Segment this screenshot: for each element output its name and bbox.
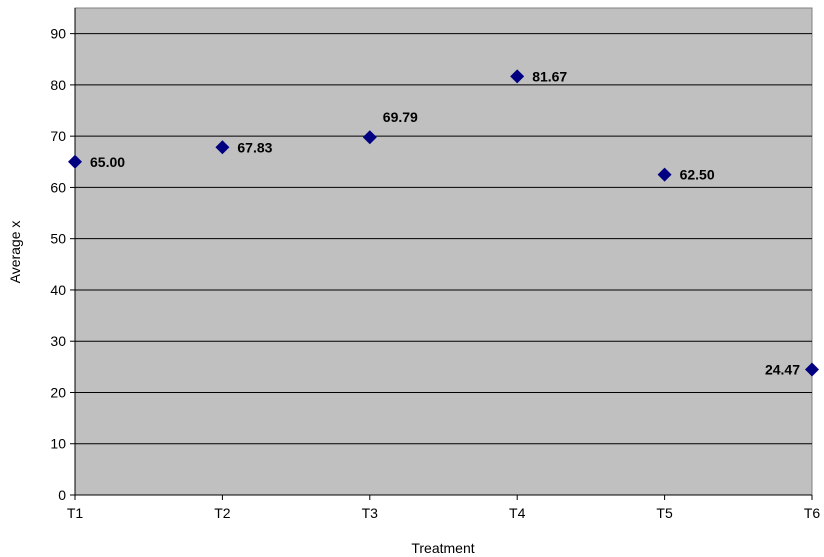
data-points bbox=[68, 69, 819, 377]
y-tick-label-80: 80 bbox=[50, 77, 66, 93]
x-tick-label-T3: T3 bbox=[362, 505, 379, 521]
x-tick-label-T5: T5 bbox=[656, 505, 673, 521]
y-tick-label-10: 10 bbox=[50, 436, 66, 452]
x-axis-ticks: T1 T2 T3 T4 T5 T6 bbox=[67, 495, 821, 521]
x-tick-label-T1: T1 bbox=[67, 505, 84, 521]
x-tick-label-T6: T6 bbox=[804, 505, 821, 521]
data-point-T4 bbox=[510, 69, 525, 84]
data-label-T6: 24.47 bbox=[765, 362, 800, 378]
y-tick-label-60: 60 bbox=[50, 179, 66, 195]
y-tick-label-40: 40 bbox=[50, 282, 66, 298]
y-tick-label-30: 30 bbox=[50, 333, 66, 349]
plot-area bbox=[74, 7, 813, 496]
y-tick-label-50: 50 bbox=[50, 231, 66, 247]
data-point-T5 bbox=[657, 167, 672, 182]
data-point-T2 bbox=[215, 140, 230, 155]
axes bbox=[74, 8, 812, 496]
data-point-T3 bbox=[362, 130, 377, 145]
gridlines bbox=[75, 33, 812, 445]
data-label-T1: 65.00 bbox=[90, 154, 125, 170]
data-point-T1 bbox=[68, 154, 82, 169]
data-labels: 65.00 67.83 69.79 81.67 62.50 24.47 bbox=[90, 68, 800, 377]
y-tick-label-20: 20 bbox=[50, 384, 66, 400]
data-label-T2: 67.83 bbox=[237, 139, 272, 155]
data-label-T5: 62.50 bbox=[680, 167, 715, 183]
x-axis-title: Treatment bbox=[411, 540, 474, 556]
x-tick-label-T2: T2 bbox=[214, 505, 231, 521]
data-label-T4: 81.67 bbox=[532, 68, 567, 84]
data-point-T6 bbox=[805, 362, 819, 377]
data-label-T3: 69.79 bbox=[383, 109, 418, 125]
y-tick-label-70: 70 bbox=[50, 128, 66, 144]
y-axis-ticks: 0 10 20 30 40 50 60 70 80 90 bbox=[50, 26, 75, 503]
y-axis-title: Average x bbox=[7, 221, 23, 284]
x-tick-label-T4: T4 bbox=[509, 505, 526, 521]
y-tick-label-90: 90 bbox=[50, 26, 66, 42]
y-tick-label-0: 0 bbox=[58, 487, 66, 503]
